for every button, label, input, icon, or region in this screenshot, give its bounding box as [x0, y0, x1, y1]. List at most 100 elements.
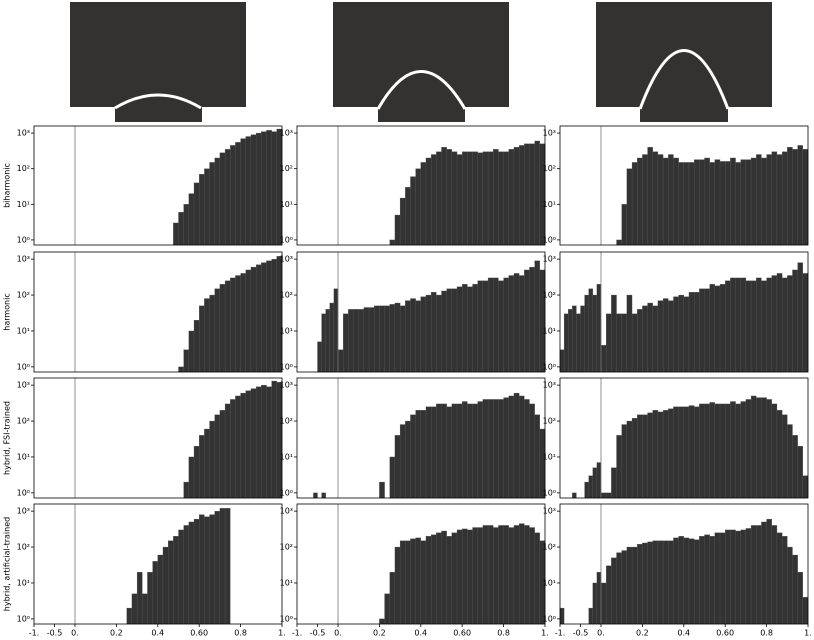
bar: [776, 410, 783, 499]
bar: [621, 313, 628, 373]
bar: [131, 593, 138, 625]
bar: [781, 277, 788, 373]
bar: [704, 534, 710, 625]
y-tick-label: 10⁰: [17, 488, 30, 497]
axes-frame: [559, 125, 809, 246]
x-tick-label: 0.60: [190, 629, 208, 638]
bar: [694, 159, 700, 246]
y-tick-label: 10²: [280, 164, 293, 173]
y-tick-label: 10⁰: [17, 614, 30, 623]
bar: [621, 424, 628, 499]
bar: [683, 537, 690, 625]
bar: [199, 305, 205, 373]
bar: [781, 536, 788, 625]
bar: [657, 300, 664, 373]
bar: [441, 290, 447, 373]
bar: [559, 349, 565, 373]
bar: [126, 607, 133, 625]
bar: [441, 403, 447, 499]
bar: [317, 341, 322, 373]
axes-frame: [559, 251, 809, 373]
bar: [719, 284, 726, 373]
bar: [518, 275, 525, 373]
bar: [792, 435, 798, 499]
bar: [240, 138, 246, 246]
bar: [255, 132, 262, 246]
bar: [430, 292, 437, 373]
bar: [750, 525, 757, 625]
bar: [384, 305, 390, 373]
bar: [493, 149, 499, 246]
bar: [420, 296, 427, 373]
panel: 10⁰ 10¹ 10² 10³: [543, 377, 809, 499]
bar: [333, 288, 339, 373]
bar: [529, 527, 535, 625]
bar: [678, 536, 684, 625]
bar: [771, 525, 778, 625]
axes-frame: [296, 251, 546, 373]
x-tick-label: 0.8: [234, 629, 247, 638]
bar: [592, 294, 598, 373]
panel: 10⁰ 10¹ 10² 10³ -1. -0.5 0. 0.2 0.4 0.60 0.8 1.: [280, 503, 549, 638]
bar: [209, 514, 215, 625]
bar: [379, 618, 385, 625]
bar: [797, 262, 803, 373]
bar: [704, 288, 710, 373]
mesh-curve: [114, 93, 202, 110]
bar: [348, 309, 354, 373]
bar: [337, 349, 344, 373]
bar: [436, 403, 442, 499]
mesh-images: [70, 2, 772, 122]
bar: [592, 467, 598, 499]
bar: [740, 401, 747, 499]
bar: [399, 305, 406, 373]
y-tick-label: 10²: [543, 164, 556, 173]
panel: 10⁰ 10¹ 10² 10³ biharmonic: [3, 125, 283, 246]
bar: [472, 403, 478, 499]
bar: [321, 492, 326, 499]
bar: [363, 307, 370, 373]
panel: 10⁰ 10¹ 10² 10³: [280, 125, 546, 246]
bar: [600, 582, 607, 625]
bar: [410, 298, 416, 373]
bar: [714, 403, 721, 499]
bar: [745, 399, 752, 499]
bar: [761, 521, 767, 625]
y-tick-label: 10¹: [543, 452, 556, 461]
bar: [662, 410, 669, 499]
y-tick-label: 10¹: [280, 200, 293, 209]
bar: [802, 273, 809, 373]
bar: [451, 151, 458, 246]
bar: [642, 542, 648, 625]
bar: [477, 280, 484, 373]
bar: [235, 395, 241, 499]
bar: [230, 399, 236, 499]
bar: [276, 256, 283, 373]
bar: [616, 239, 622, 246]
bar: [673, 157, 679, 246]
bar: [503, 151, 509, 246]
bar: [781, 151, 788, 246]
bar: [725, 529, 731, 625]
bar: [787, 424, 793, 499]
bar: [240, 392, 246, 499]
bar: [584, 481, 589, 499]
bar: [766, 518, 772, 625]
bar: [513, 147, 520, 246]
bar: [193, 446, 200, 499]
bar: [477, 401, 484, 499]
y-tick-label: 10⁰: [17, 235, 30, 244]
bar: [518, 145, 525, 246]
bar: [730, 157, 736, 246]
bar: [493, 527, 499, 625]
bar: [668, 540, 674, 625]
bar: [606, 565, 612, 625]
bar: [761, 157, 767, 246]
y-tick-label: 10⁰: [280, 362, 293, 371]
bar: [719, 161, 726, 246]
bar: [756, 154, 762, 246]
bar: [482, 525, 489, 625]
bar: [534, 140, 540, 246]
bar: [325, 309, 330, 373]
